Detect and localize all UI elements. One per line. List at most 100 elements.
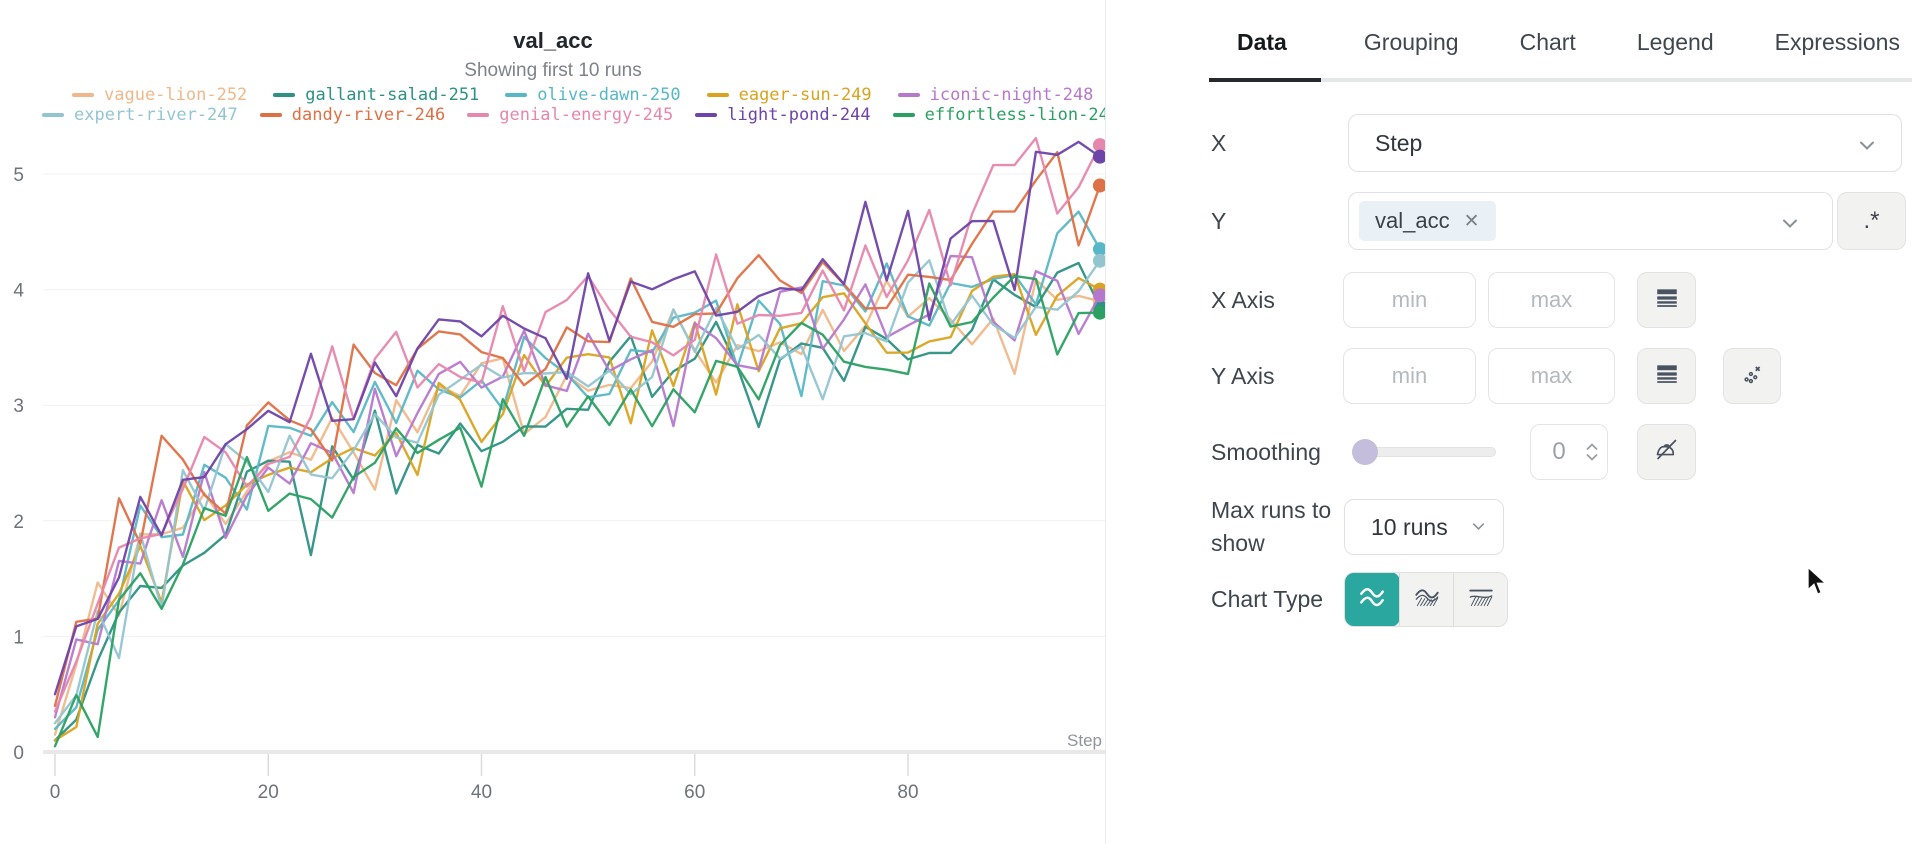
legend-item-eager-sun-249[interactable]: eager-sun-249 bbox=[706, 85, 872, 105]
smoothing-iron-off-icon bbox=[1653, 436, 1680, 468]
legend-item-dandy-river-246[interactable]: dandy-river-246 bbox=[259, 105, 446, 125]
tab-underline-active bbox=[1209, 78, 1321, 82]
legend-run-name: gallant-salad-251 bbox=[305, 85, 480, 105]
max-runs-select[interactable]: 10 runs bbox=[1344, 499, 1504, 555]
legend-swatch bbox=[695, 113, 718, 117]
x-axis-log-scale-button[interactable] bbox=[1637, 272, 1696, 328]
ignore-outliers-button[interactable] bbox=[1723, 348, 1781, 404]
y-metric-tag: val_acc ✕ bbox=[1359, 201, 1496, 241]
legend-item-iconic-night-248[interactable]: iconic-night-248 bbox=[897, 85, 1094, 105]
x-axis-range-label: X Axis bbox=[1211, 286, 1275, 313]
legend-row-1: vague-lion-252 gallant-salad-251 olive-daw… bbox=[0, 85, 1105, 105]
minmax-area-icon bbox=[1466, 584, 1496, 615]
chart-title: val_acc bbox=[513, 28, 593, 53]
y-metric-tag-label: val_acc bbox=[1375, 208, 1450, 233]
chart-type-label: Chart Type bbox=[1211, 586, 1324, 612]
legend-swatch bbox=[897, 93, 920, 97]
chart-type-stddev-button[interactable] bbox=[1399, 573, 1453, 626]
legend-swatch bbox=[505, 93, 528, 97]
tab-expressions[interactable]: Expressions bbox=[1774, 28, 1900, 55]
legend-run-name: effortless-lion-243 bbox=[924, 105, 1106, 125]
chart-subtitle: Showing first 10 runs bbox=[464, 60, 642, 81]
chart-legend: vague-lion-252 gallant-salad-251 olive-daw… bbox=[0, 85, 1106, 125]
legend-swatch bbox=[892, 113, 915, 117]
svg-text:2: 2 bbox=[13, 512, 24, 533]
legend-swatch bbox=[42, 113, 64, 117]
regex-toggle-button[interactable]: .* bbox=[1837, 192, 1906, 250]
log-scale-icon bbox=[1654, 285, 1680, 316]
line-plot-icon bbox=[1357, 584, 1387, 615]
svg-text:60: 60 bbox=[684, 782, 705, 803]
x-axis-metric-select[interactable]: Step bbox=[1348, 114, 1902, 172]
legend-item-olive-dawn-250[interactable]: olive-dawn-250 bbox=[505, 85, 681, 105]
legend-item-gallant-salad-251[interactable]: gallant-salad-251 bbox=[273, 85, 479, 105]
svg-text:0: 0 bbox=[50, 782, 61, 803]
legend-run-name: vague-lion-252 bbox=[104, 85, 248, 105]
remove-metric-icon[interactable]: ✕ bbox=[1463, 210, 1480, 232]
max-runs-label: Max runs to show bbox=[1211, 497, 1332, 556]
smoothing-value-input[interactable] bbox=[1530, 424, 1608, 480]
log-scale-icon bbox=[1654, 361, 1680, 392]
chart-preview-card: 0 20 40 60 80 0 1 2 3 4 5 Step val_acc Showing firs… bbox=[0, 0, 1106, 844]
legend-run-name: expert-river-247 bbox=[74, 105, 238, 125]
tab-grouping[interactable]: Grouping bbox=[1363, 28, 1459, 55]
y-axis-log-scale-button[interactable] bbox=[1637, 348, 1696, 404]
svg-text:80: 80 bbox=[897, 782, 918, 803]
tab-data[interactable]: Data bbox=[1237, 28, 1287, 55]
ignore-outliers-icon bbox=[1739, 361, 1765, 392]
smoothing-slider-knob[interactable] bbox=[1352, 439, 1378, 465]
x-field-label: X bbox=[1211, 129, 1227, 156]
tab-legend[interactable]: Legend bbox=[1636, 28, 1714, 55]
chevron-up-icon bbox=[1586, 443, 1598, 451]
chevron-down-icon bbox=[1586, 453, 1598, 461]
svg-text:4: 4 bbox=[13, 281, 24, 302]
chart-type-segmented-control bbox=[1344, 572, 1508, 627]
tab-bar: Data Grouping Chart Legend Expressions bbox=[1209, 16, 1912, 68]
y-axis-min-input[interactable] bbox=[1343, 348, 1476, 404]
svg-text:0: 0 bbox=[13, 743, 24, 764]
y-field-label: Y bbox=[1211, 207, 1227, 234]
legend-item-vague-lion-252[interactable]: vague-lion-252 bbox=[72, 85, 247, 105]
legend-swatch bbox=[259, 113, 282, 117]
chevron-down-icon bbox=[1782, 208, 1798, 235]
legend-swatch bbox=[706, 93, 729, 97]
tab-underline-track bbox=[1209, 78, 1912, 82]
smoothing-label: Smoothing bbox=[1211, 438, 1321, 465]
x-axis-min-input[interactable] bbox=[1343, 272, 1476, 328]
chart-type-minmax-button[interactable] bbox=[1453, 573, 1507, 626]
x-axis-metric-value: Step bbox=[1375, 129, 1423, 156]
legend-item-genial-energy-245[interactable]: genial-energy-245 bbox=[467, 105, 673, 125]
legend-run-name: iconic-night-248 bbox=[929, 85, 1094, 105]
svg-text:1: 1 bbox=[13, 627, 24, 648]
y-axis-range-label: Y Axis bbox=[1211, 362, 1275, 389]
legend-row-2: expert-river-247 dandy-river-246 genial-en… bbox=[0, 105, 1106, 125]
legend-run-name: dandy-river-246 bbox=[291, 105, 446, 125]
legend-item-expert-river-247[interactable]: expert-river-247 bbox=[42, 105, 238, 125]
svg-text:20: 20 bbox=[258, 782, 279, 803]
chevron-down-icon bbox=[1859, 130, 1875, 157]
legend-swatch bbox=[467, 113, 490, 117]
chart-type-line-button[interactable] bbox=[1345, 573, 1400, 626]
svg-text:40: 40 bbox=[471, 782, 492, 803]
legend-run-name: light-pond-244 bbox=[727, 105, 871, 125]
legend-run-name: genial-energy-245 bbox=[499, 105, 674, 125]
y-axis-max-input[interactable] bbox=[1488, 348, 1615, 404]
svg-text:3: 3 bbox=[13, 396, 24, 417]
chevron-down-icon bbox=[1472, 509, 1485, 536]
legend-run-name: olive-dawn-250 bbox=[537, 85, 681, 105]
legend-item-effortless-lion-243[interactable]: effortless-lion-243 bbox=[892, 105, 1106, 125]
legend-run-name: eager-sun-249 bbox=[738, 85, 872, 105]
svg-text:Step: Step bbox=[1067, 731, 1102, 750]
legend-swatch bbox=[72, 93, 94, 97]
x-axis-max-input[interactable] bbox=[1488, 272, 1615, 328]
show-original-data-button[interactable] bbox=[1637, 424, 1696, 480]
panel-settings: Data Grouping Chart Legend Expressions X… bbox=[1106, 0, 1930, 844]
number-stepper[interactable] bbox=[1586, 443, 1598, 461]
tab-chart[interactable]: Chart bbox=[1519, 28, 1576, 55]
stddev-area-icon bbox=[1412, 584, 1442, 615]
line-chart-plot: 0 20 40 60 80 0 1 2 3 4 5 Step bbox=[13, 136, 1105, 803]
legend-item-light-pond-244[interactable]: light-pond-244 bbox=[695, 105, 871, 125]
svg-text:5: 5 bbox=[13, 165, 24, 186]
y-metrics-select[interactable]: val_acc ✕ bbox=[1348, 192, 1833, 250]
